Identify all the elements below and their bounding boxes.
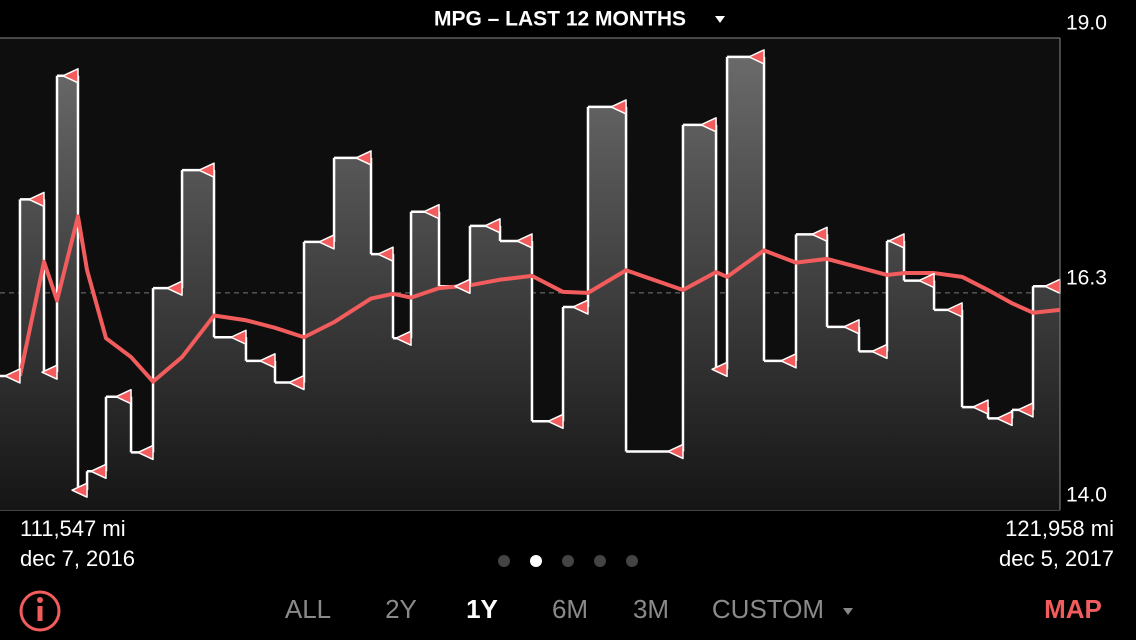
fill-up-flag[interactable] [4,368,21,384]
fill-up-flag[interactable] [259,353,276,369]
info-stem [37,606,43,621]
fill-up-flag[interactable] [780,353,797,369]
fill-up-flag[interactable] [516,233,533,249]
start-date: dec 7, 2016 [20,546,135,571]
chart-title[interactable]: MPG – LAST 12 MONTHS [434,8,686,31]
fill-up-flag[interactable] [137,444,154,461]
fill-up-flag[interactable] [572,299,589,315]
fill-up-flag[interactable] [667,443,684,460]
x-tick-label: 111,547 mi [20,516,126,541]
fill-up-flag[interactable] [871,343,888,360]
average-line [17,214,1061,384]
fill-up-flag[interactable] [230,329,247,345]
fill-up-flag[interactable] [888,233,905,249]
page-dot-active[interactable] [530,555,542,567]
fill-up-flag[interactable] [484,218,501,234]
fill-up-flag[interactable] [843,319,860,335]
tab[interactable]: CUSTOM [712,594,824,624]
page-dot[interactable] [498,555,510,567]
fill-up-flag[interactable] [28,191,45,208]
fill-up-flag[interactable] [811,226,828,243]
fill-up-flag[interactable] [355,150,372,166]
labels: 14.0 16.3 19.0 111,547 mi 121,958 mi dec 7, 2… [20,12,1114,571]
title-dropdown-arrow[interactable] [715,16,725,23]
x-tick-label: 121,958 mi [1005,516,1114,541]
fill-up-flag[interactable] [115,388,132,405]
page-dot[interactable] [594,555,606,567]
page-dot[interactable] [626,555,638,567]
tab[interactable]: 2Y [385,594,417,624]
info-circle[interactable] [19,590,61,632]
info-button[interactable] [19,590,61,632]
fill-up-flag[interactable] [318,234,335,250]
tab[interactable]: 6M [552,594,588,624]
step-area [0,56,1060,510]
fill-up-flag[interactable] [41,364,58,380]
fill-up-flag[interactable] [711,361,728,378]
info-dot [37,597,43,603]
fill-up-flag[interactable] [996,410,1013,427]
fill-up-flag[interactable] [748,49,765,65]
fill-up-flag[interactable] [946,302,963,318]
fill-up-flag[interactable] [700,117,717,133]
fill-up-flag[interactable] [288,374,305,391]
fill-up-flag[interactable] [62,68,79,84]
fill-up-flag[interactable] [1017,402,1034,418]
tabs: ALL 2Y 1Y 6M 3M CUSTOM [285,594,824,624]
custom-dropdown-arrow[interactable] [843,608,853,615]
y-tick-label: 19.0 [1066,12,1107,35]
fill-up-flag[interactable] [918,272,935,289]
fill-up-flag[interactable] [166,280,183,296]
fill-up-flag[interactable] [972,399,989,415]
fill-up-flag[interactable] [90,463,107,480]
tab[interactable]: 1Y [466,594,498,624]
map-button[interactable]: MAP [1044,594,1102,624]
fill-up-flag[interactable] [71,482,88,498]
fill-up-flag[interactable] [423,203,440,220]
fill-up-flag[interactable] [395,330,412,346]
fill-up-flag[interactable] [547,413,564,430]
y-tick-label: 16.3 [1066,266,1107,289]
end-date: dec 5, 2017 [999,546,1114,571]
y-tick-label: 14.0 [1066,484,1107,507]
tab[interactable]: 3M [633,594,669,624]
fill-up-flag[interactable] [377,246,394,262]
fill-up-flag[interactable] [610,99,627,115]
fill-up-flag[interactable] [198,162,215,178]
page-dot[interactable] [562,555,574,567]
tab[interactable]: ALL [285,594,331,624]
fill-up-flag[interactable] [454,278,471,295]
plot [0,37,1061,511]
page-dots [498,555,638,567]
